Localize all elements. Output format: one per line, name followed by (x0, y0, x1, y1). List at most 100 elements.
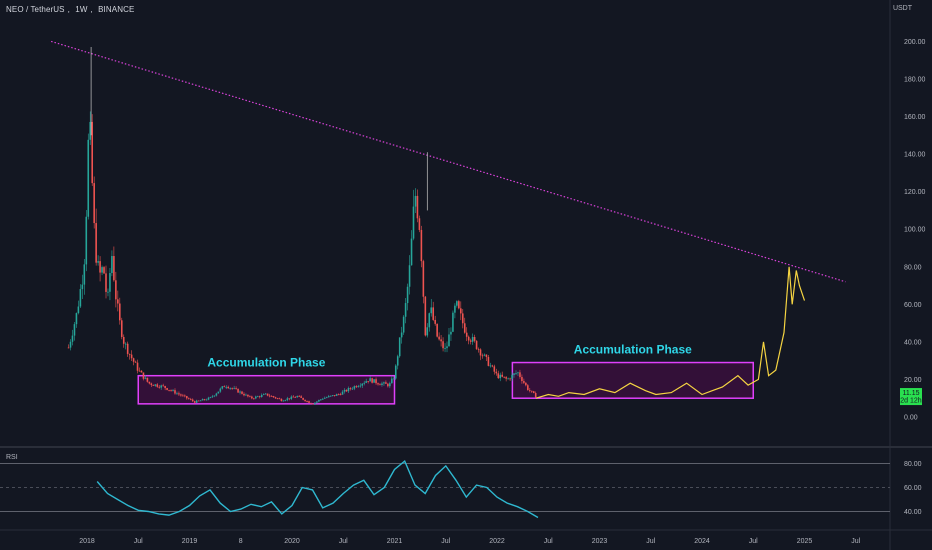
candle-body (286, 398, 289, 401)
candle-body (174, 390, 176, 394)
candle-body (213, 395, 216, 397)
candle-body (400, 332, 403, 338)
candle-body (353, 386, 356, 389)
candle-body (113, 256, 115, 281)
price-tick-label: 200.00 (904, 39, 926, 46)
candle-body (385, 382, 387, 384)
candle-body (249, 396, 251, 398)
price-tick-label: 160.00 (904, 114, 926, 121)
candle-body (77, 306, 80, 314)
candle-body (292, 396, 295, 398)
candle-body (467, 336, 470, 341)
candle-body (260, 394, 263, 397)
candle-body (193, 401, 196, 403)
candle-body (320, 399, 322, 401)
candle-body (124, 343, 127, 345)
time-tick-label: 2020 (284, 538, 300, 545)
candle-body (428, 313, 431, 328)
accumulation-label: Accumulation Phase (207, 356, 325, 370)
candle-body (517, 372, 519, 374)
candle-body (436, 323, 438, 337)
candle-body (432, 307, 435, 320)
candle-body (103, 267, 105, 274)
candle-body (337, 394, 340, 396)
candle-body (247, 394, 249, 397)
time-tick-label: 2022 (489, 538, 505, 545)
candle-body (101, 267, 103, 273)
candle-body (83, 264, 86, 285)
resistance-trendline[interactable] (50, 40, 846, 283)
time-tick-label: Jul (544, 538, 553, 545)
candle-body (416, 195, 419, 219)
candle-body (341, 391, 344, 395)
price-tick-label: 40.00 (904, 339, 922, 346)
candle-body (85, 216, 88, 265)
candle-body (122, 336, 125, 344)
candle-body (371, 378, 373, 383)
rsi-line (96, 459, 539, 519)
candle-body (109, 273, 111, 292)
time-tick-label: Jul (749, 538, 758, 545)
candle-body (446, 346, 448, 349)
candle-body (412, 206, 415, 239)
candle-body (438, 336, 440, 340)
candle-body (509, 378, 511, 380)
candle-body (128, 353, 131, 355)
candle-body (331, 395, 334, 396)
time-tick-label: Jul (134, 538, 143, 545)
candle-body (75, 313, 78, 325)
candle-body (347, 388, 350, 392)
candle-body (233, 388, 235, 389)
candle-body (519, 372, 521, 377)
candle-body (119, 303, 121, 321)
time-tick-label: Jul (646, 538, 655, 545)
candle-body (308, 401, 310, 403)
candle-body (392, 378, 395, 380)
candle-body (272, 396, 275, 398)
candle-body (465, 332, 468, 337)
candle-body (491, 365, 494, 367)
candle-body (71, 335, 74, 342)
candle-body (201, 399, 204, 401)
candle-body (361, 383, 364, 386)
candle-body (304, 399, 306, 402)
candle-body (284, 400, 287, 401)
accumulation-box (511, 361, 754, 399)
candle-body (414, 195, 417, 207)
candle-body (404, 303, 407, 317)
candle-body (495, 371, 498, 374)
candle-body (130, 354, 133, 359)
candle-body (280, 398, 283, 402)
candle-body (463, 323, 466, 333)
candle-body (298, 396, 300, 397)
candle-body (302, 397, 304, 400)
price-tick-label: 120.00 (904, 189, 926, 196)
candle-body (93, 183, 95, 224)
candle-body (170, 390, 172, 391)
candle-body (365, 381, 367, 383)
candle-body (235, 388, 237, 389)
candle-body (306, 401, 308, 402)
candle-body (182, 395, 184, 397)
candle-body (239, 391, 241, 393)
price-badge-countdown: 2d 12h (900, 398, 922, 405)
candle-body (343, 389, 346, 392)
time-tick-label: Jul (339, 538, 348, 545)
candle-body (215, 393, 218, 396)
candle-body (473, 337, 476, 341)
candle-body (166, 388, 168, 390)
candle-body (452, 312, 454, 332)
candle-body (501, 374, 504, 377)
candle-body (187, 398, 190, 400)
candle-body (406, 286, 409, 304)
candle-body (369, 378, 371, 382)
candle-body (456, 301, 458, 306)
candle-body (434, 319, 436, 324)
candle-body (410, 238, 413, 266)
time-tick-label: 2018 (79, 538, 95, 545)
candle-body (312, 403, 314, 405)
candle-body (209, 397, 212, 398)
time-tick-label: 2023 (592, 538, 608, 545)
candle-body (207, 397, 210, 400)
